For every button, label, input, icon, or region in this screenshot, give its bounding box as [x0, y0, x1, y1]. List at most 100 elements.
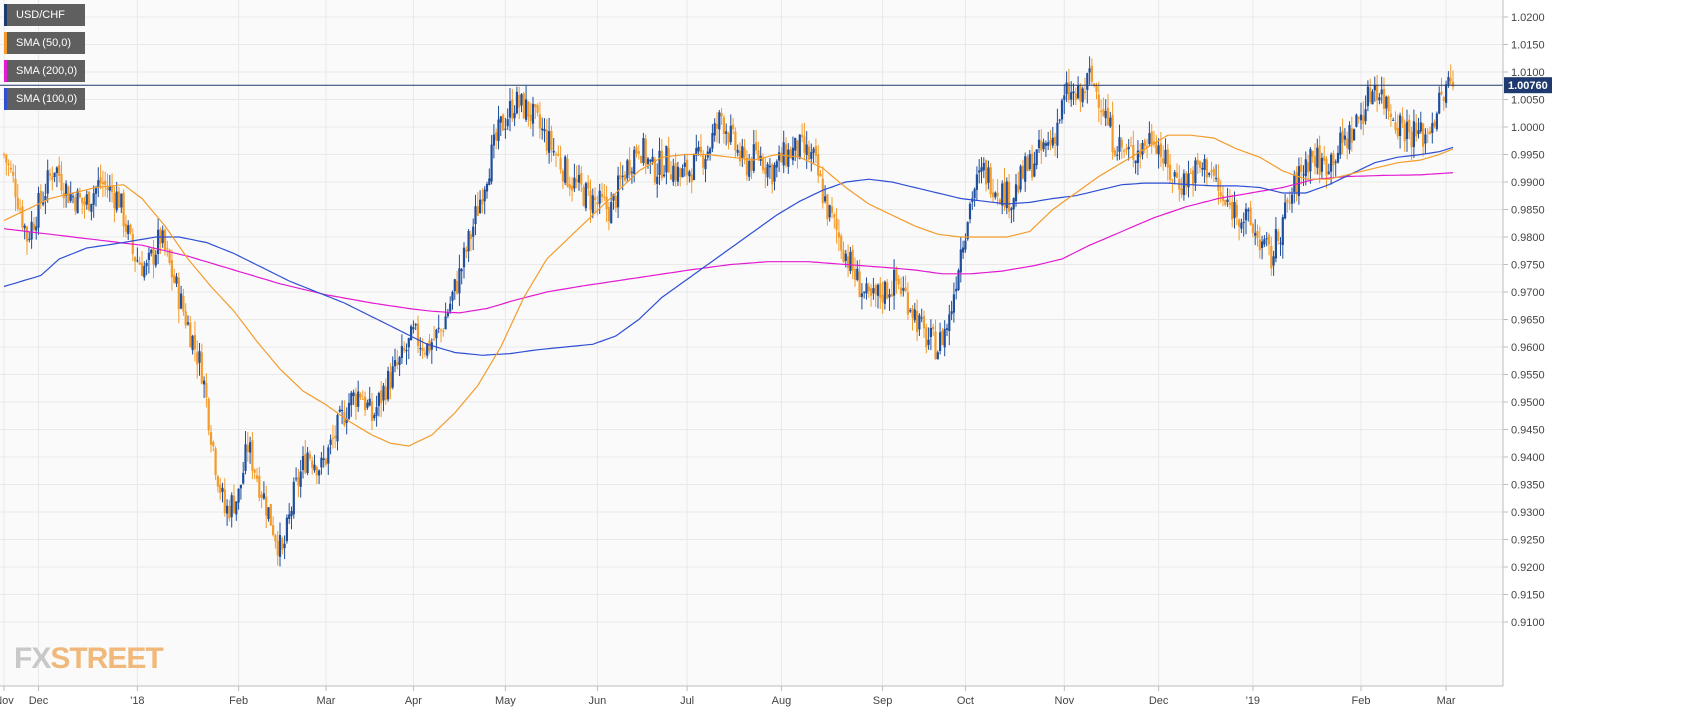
candle-body	[78, 193, 81, 198]
candle-body	[557, 153, 560, 156]
candle-body	[44, 196, 47, 201]
candle-body	[890, 294, 893, 297]
candle-body	[32, 223, 35, 230]
candle-body	[600, 193, 604, 197]
candle-body	[975, 174, 978, 190]
candle-body	[1297, 166, 1300, 196]
candle-body	[92, 193, 95, 205]
candle-body	[1118, 137, 1121, 152]
candle-body	[352, 392, 355, 397]
candle-body	[936, 352, 939, 360]
candle-body	[281, 538, 284, 550]
candle-body	[529, 114, 532, 122]
candle-body	[985, 160, 988, 185]
candle-body	[393, 360, 397, 367]
candle-body	[219, 484, 222, 493]
candle-body	[1445, 84, 1448, 103]
moving-averages	[3, 134, 1454, 447]
candle-body	[725, 131, 728, 134]
candle-body	[543, 129, 546, 132]
candle-body	[258, 475, 261, 498]
candle-body	[147, 252, 150, 261]
candle-body	[16, 197, 19, 209]
legend-item-sma100[interactable]: SMA (100,0)	[4, 88, 86, 110]
candle-body	[962, 247, 965, 253]
candle-body	[660, 150, 663, 178]
candle-body	[1044, 143, 1047, 146]
candle-body	[1389, 113, 1392, 118]
candle-body	[798, 134, 801, 159]
candle-body	[1198, 161, 1202, 169]
candle-body	[134, 257, 137, 262]
candle-body	[396, 362, 399, 366]
candle-body	[1369, 87, 1372, 103]
candle-body	[1067, 82, 1070, 100]
candle-body	[60, 174, 63, 191]
candle-body	[1366, 86, 1369, 107]
candle-body	[39, 190, 42, 203]
candle-body	[76, 190, 79, 214]
legend-item-usdchf[interactable]: USD/CHF	[4, 4, 86, 26]
candle-body	[173, 274, 176, 283]
candle-body	[709, 148, 712, 154]
candle-body	[541, 128, 544, 131]
candle-body	[283, 543, 286, 549]
candle-body	[1136, 150, 1139, 164]
candle-body	[1106, 107, 1110, 126]
candle-body	[419, 348, 422, 350]
candle-body	[331, 437, 334, 439]
candle-body	[589, 190, 592, 210]
candle-body	[1008, 181, 1011, 212]
candle-body	[1212, 168, 1215, 176]
candle-body	[1054, 136, 1057, 144]
candle-body	[338, 409, 341, 412]
candle-body	[490, 144, 493, 182]
candle-body	[893, 269, 896, 296]
candle-body	[713, 123, 716, 136]
candle-body	[1090, 65, 1093, 82]
candle-body	[384, 386, 387, 400]
candle-body	[483, 189, 486, 202]
candle-body	[467, 230, 470, 252]
candle-body	[623, 174, 627, 181]
candle-body	[1359, 114, 1363, 121]
candle-body	[642, 138, 645, 163]
candle-body	[90, 204, 93, 212]
legend-item-sma50[interactable]: SMA (50,0)	[4, 32, 86, 54]
candle-body	[364, 396, 367, 411]
candle-body	[65, 183, 68, 196]
x-tick-label: Apr	[405, 695, 422, 707]
y-tick-label: 1.0200	[1511, 12, 1545, 24]
candle-body	[1272, 256, 1275, 266]
candle-body	[421, 347, 424, 352]
candle-body	[1279, 242, 1282, 244]
candle-body	[239, 484, 242, 489]
candle-body	[1042, 142, 1045, 150]
candle-body	[1074, 93, 1077, 101]
candle-body	[497, 119, 500, 142]
candle-body	[301, 456, 305, 471]
candle-body	[460, 269, 463, 272]
x-tick-label: Jun	[589, 695, 607, 707]
candle-body	[329, 439, 332, 445]
candle-body	[847, 256, 850, 268]
candle-body	[748, 160, 751, 177]
candle-body	[1261, 241, 1264, 248]
candle-body	[334, 435, 337, 439]
candle-body	[610, 202, 613, 224]
candle-body	[251, 440, 254, 471]
candle-body	[1141, 143, 1144, 155]
candle-body	[324, 458, 328, 465]
candle-body	[189, 322, 192, 348]
candle-body	[851, 250, 854, 271]
candle-body	[1380, 89, 1383, 95]
candle-body	[265, 496, 268, 516]
candle-body	[1060, 100, 1064, 120]
candle-body	[1238, 219, 1241, 227]
candle-body	[426, 343, 429, 356]
candle-body	[1228, 202, 1231, 205]
legend-item-sma200[interactable]: SMA (200,0)	[4, 60, 86, 82]
candle-body	[807, 146, 811, 160]
candle-body	[1318, 145, 1321, 175]
